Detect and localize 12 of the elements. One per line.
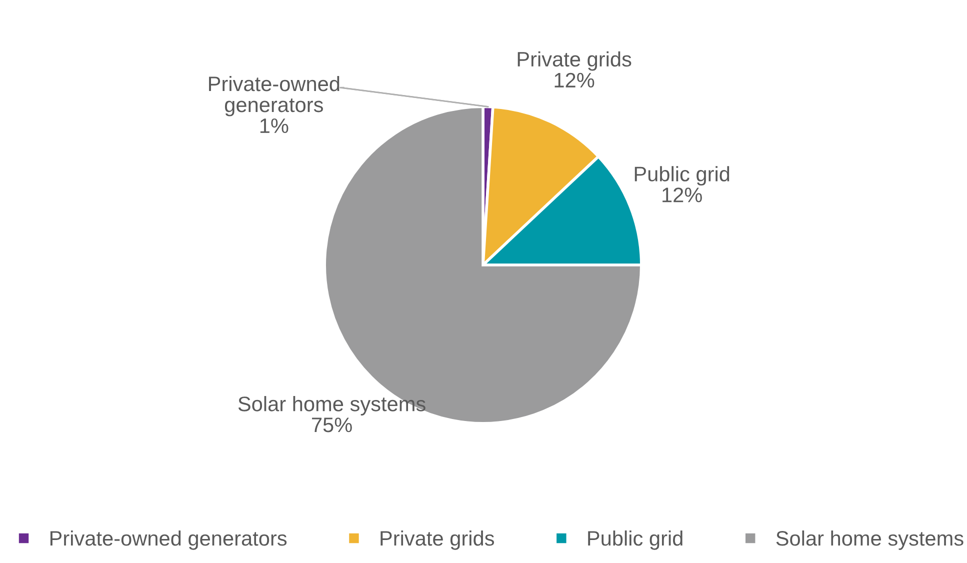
data-label: 75% xyxy=(312,418,352,432)
data-label: 12% xyxy=(554,72,594,88)
legend-label: Public grid xyxy=(588,530,682,550)
slice-label: Public grid xyxy=(634,166,730,186)
legend-label: Private-owned generators xyxy=(50,530,287,550)
slice-label: Solar home systems xyxy=(238,396,426,416)
data-label: 1% xyxy=(260,118,288,134)
slice-label: Private grids xyxy=(518,51,632,71)
legend-label: Solar home systems xyxy=(776,530,964,550)
legend-label: Private grids xyxy=(380,530,494,550)
data-label: 12% xyxy=(662,188,702,202)
slice-label: Private-owned generators xyxy=(209,76,340,116)
